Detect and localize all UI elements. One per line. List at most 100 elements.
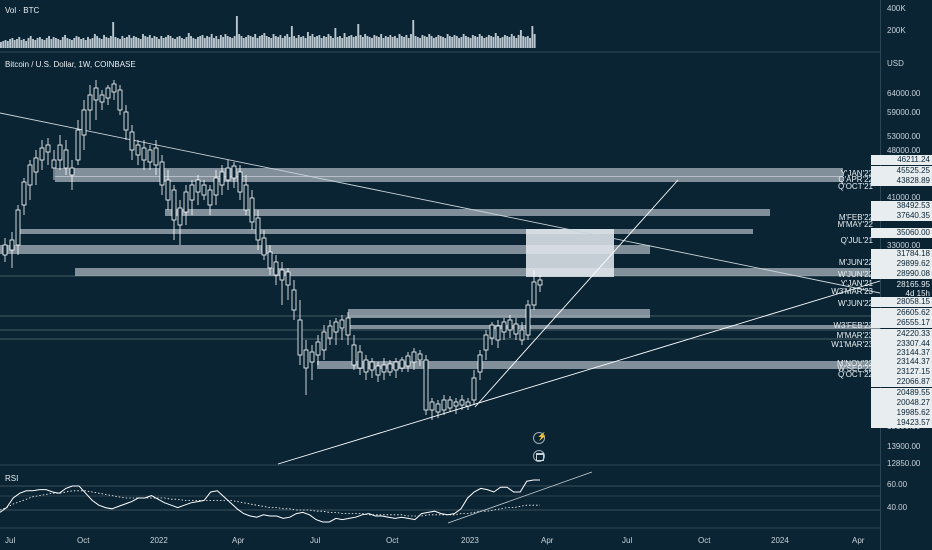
volume-bar bbox=[64, 35, 67, 48]
volume-bar bbox=[279, 35, 282, 48]
volume-bar bbox=[121, 36, 124, 48]
candle-body bbox=[105, 87, 111, 99]
volume-bar bbox=[519, 30, 522, 48]
volume-bar bbox=[467, 37, 470, 48]
zone-label: M'MAY'22 bbox=[837, 220, 873, 229]
volume-bar bbox=[206, 36, 209, 48]
zone-label: M'NOV'22 bbox=[837, 359, 873, 368]
candle-body bbox=[465, 401, 471, 407]
volume-bar bbox=[497, 36, 499, 48]
volume-bar bbox=[325, 37, 328, 48]
candle-body bbox=[339, 319, 345, 329]
volume-bar bbox=[192, 38, 195, 48]
volume-bar bbox=[201, 35, 204, 48]
volume-bar bbox=[416, 37, 419, 48]
volume-bar bbox=[137, 38, 140, 48]
volume-bar bbox=[458, 38, 461, 48]
volume-bar bbox=[4, 40, 7, 48]
candle-body bbox=[117, 89, 123, 111]
candle-body bbox=[435, 403, 441, 413]
level-zone bbox=[350, 325, 905, 329]
candle-body bbox=[171, 189, 177, 221]
volume-bar bbox=[329, 36, 332, 48]
volume-bar bbox=[336, 37, 339, 48]
volume-bar bbox=[256, 38, 259, 48]
candle-body bbox=[441, 399, 447, 411]
candle-body bbox=[273, 261, 279, 276]
volume-bar bbox=[183, 39, 186, 48]
candle-body bbox=[513, 323, 519, 335]
candle-body bbox=[87, 94, 93, 111]
volume-bar bbox=[448, 36, 451, 48]
candle-body bbox=[285, 271, 291, 286]
candle-body bbox=[99, 94, 105, 103]
volume-bar bbox=[27, 38, 30, 48]
price-tag: 20048.27 bbox=[871, 398, 932, 408]
volume-bar bbox=[474, 36, 477, 48]
candle-body bbox=[429, 401, 435, 411]
volume-bar bbox=[284, 36, 286, 48]
volume-bar bbox=[119, 39, 122, 48]
volume-bar bbox=[428, 34, 431, 48]
volume-bar bbox=[281, 38, 284, 48]
candle-body bbox=[195, 179, 201, 193]
zone-label: M'FEB'22 bbox=[838, 213, 873, 222]
candle-body bbox=[351, 344, 357, 366]
volume-bar bbox=[359, 35, 362, 48]
volume-bar bbox=[437, 35, 440, 48]
volume-bar bbox=[316, 36, 318, 48]
currency-label: USD bbox=[887, 59, 904, 68]
volume-bar bbox=[501, 37, 504, 48]
volume-bar bbox=[341, 38, 344, 48]
volume-bar bbox=[453, 35, 456, 48]
volume-bar bbox=[245, 37, 247, 48]
volume-bar bbox=[142, 34, 144, 48]
volume-bar bbox=[295, 38, 298, 48]
volume-bar bbox=[235, 16, 238, 48]
candle-body bbox=[519, 329, 525, 341]
price-tag: 20489.55 bbox=[871, 388, 932, 398]
time-label: Apr bbox=[541, 536, 554, 545]
candle-body bbox=[21, 181, 27, 206]
volume-bar bbox=[446, 34, 449, 48]
price-tag: 23307.44 bbox=[871, 339, 932, 349]
lightning-icon[interactable]: ⚡ bbox=[533, 432, 547, 444]
volume-bar bbox=[357, 24, 360, 48]
candle-body bbox=[201, 184, 207, 196]
volume-bar bbox=[84, 40, 87, 48]
volume-bar bbox=[332, 38, 335, 48]
volume-bar bbox=[2, 41, 5, 48]
volume-bar bbox=[41, 39, 44, 48]
volume-bar bbox=[368, 37, 371, 48]
volume-bar bbox=[185, 37, 188, 48]
volume-bar bbox=[487, 35, 490, 48]
price-tag: 28165.95 bbox=[896, 280, 930, 289]
volume-bar bbox=[419, 38, 422, 48]
volume-bar bbox=[18, 37, 21, 48]
time-label: Jul bbox=[622, 536, 633, 545]
calendar-icon[interactable] bbox=[533, 450, 545, 462]
level-zone bbox=[55, 176, 843, 182]
volume-bar bbox=[483, 38, 486, 48]
volume-bar bbox=[128, 35, 131, 48]
volume-bar bbox=[9, 39, 12, 48]
zone-label: W'SEP'22 bbox=[837, 364, 873, 373]
zone-label: M'MAR'23 bbox=[836, 331, 873, 340]
candle-body bbox=[525, 304, 531, 336]
volume-tick: 200K bbox=[887, 26, 906, 35]
volume-bar bbox=[164, 37, 167, 48]
volume-bar bbox=[247, 35, 250, 48]
price-tag: 19985.62 bbox=[871, 408, 932, 418]
volume-bar bbox=[469, 38, 472, 48]
volume-bar bbox=[508, 37, 511, 48]
volume-bar bbox=[499, 38, 502, 48]
volume-bar bbox=[32, 39, 34, 48]
volume-bar bbox=[366, 36, 369, 48]
volume-bar bbox=[343, 33, 346, 48]
volume-bar bbox=[54, 38, 57, 48]
volume-bar bbox=[251, 37, 254, 48]
candle-body bbox=[363, 359, 369, 373]
volume-bar bbox=[222, 37, 225, 48]
volume-bar bbox=[304, 38, 307, 48]
